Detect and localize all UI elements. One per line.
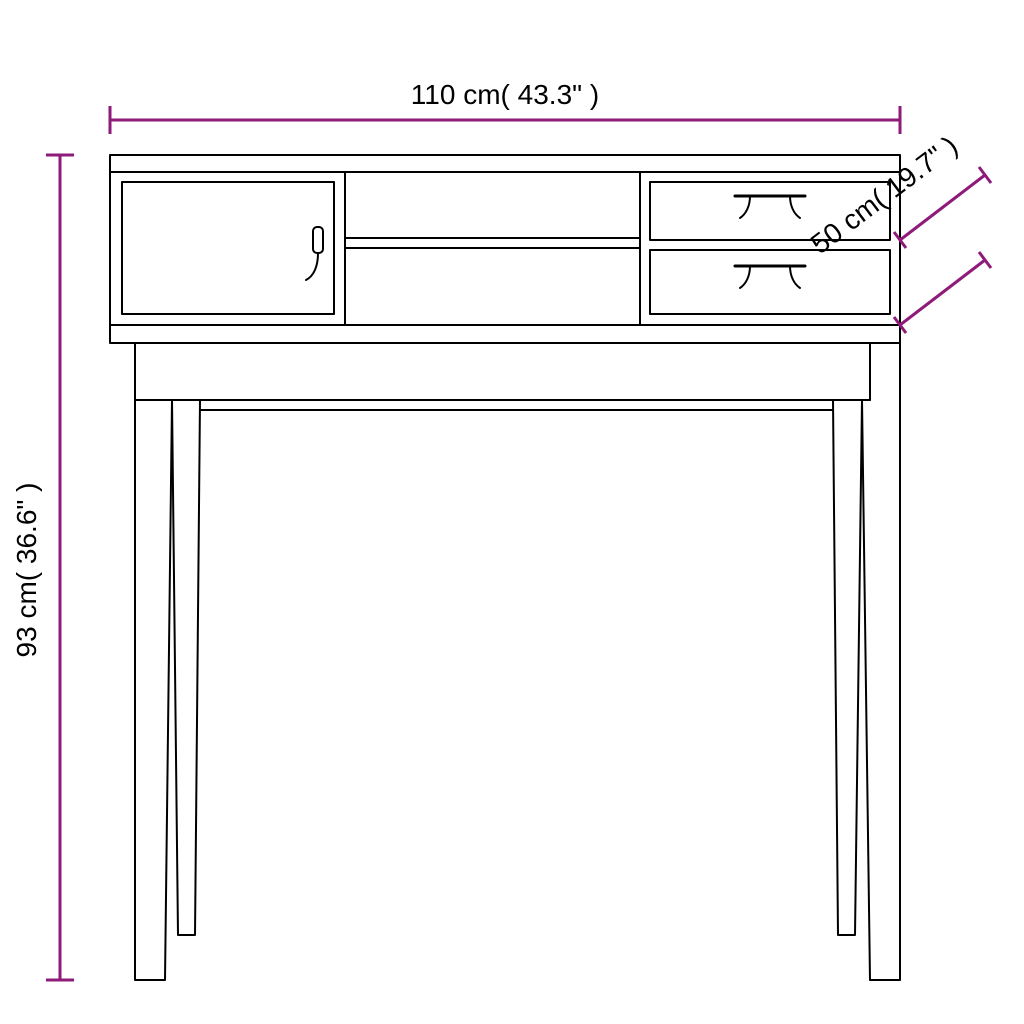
- desktop-board: [110, 325, 900, 343]
- desk-outline: [110, 155, 900, 980]
- leg-back-left: [172, 400, 200, 935]
- drawer-bottom-strap-left: [740, 266, 750, 288]
- drawer-top-strap-left: [740, 196, 750, 218]
- cabinet-door: [122, 182, 334, 314]
- desk-dimension-diagram: 110 cm( 43.3" ) 93 cm( 36.6" ) 50 cm( 19…: [0, 0, 1024, 1024]
- drawer-top-strap-right: [790, 196, 800, 218]
- cabinet-handle-strap: [306, 253, 318, 280]
- dim-width-label: 110 cm( 43.3" ): [411, 79, 599, 110]
- dim-depth-line-bottom: [900, 260, 985, 325]
- dim-height-label: 93 cm( 36.6" ): [11, 483, 42, 658]
- cabinet-handle-plate: [313, 227, 323, 253]
- drawer-bottom-strap-right: [790, 266, 800, 288]
- leg-front-right: [862, 400, 900, 980]
- dim-depth-tick-outer-bottom: [979, 252, 991, 268]
- drawer-bottom: [650, 250, 890, 314]
- leg-back-right: [833, 400, 862, 935]
- dim-depth-tick-outer-top: [979, 167, 991, 183]
- leg-front-left: [135, 400, 172, 980]
